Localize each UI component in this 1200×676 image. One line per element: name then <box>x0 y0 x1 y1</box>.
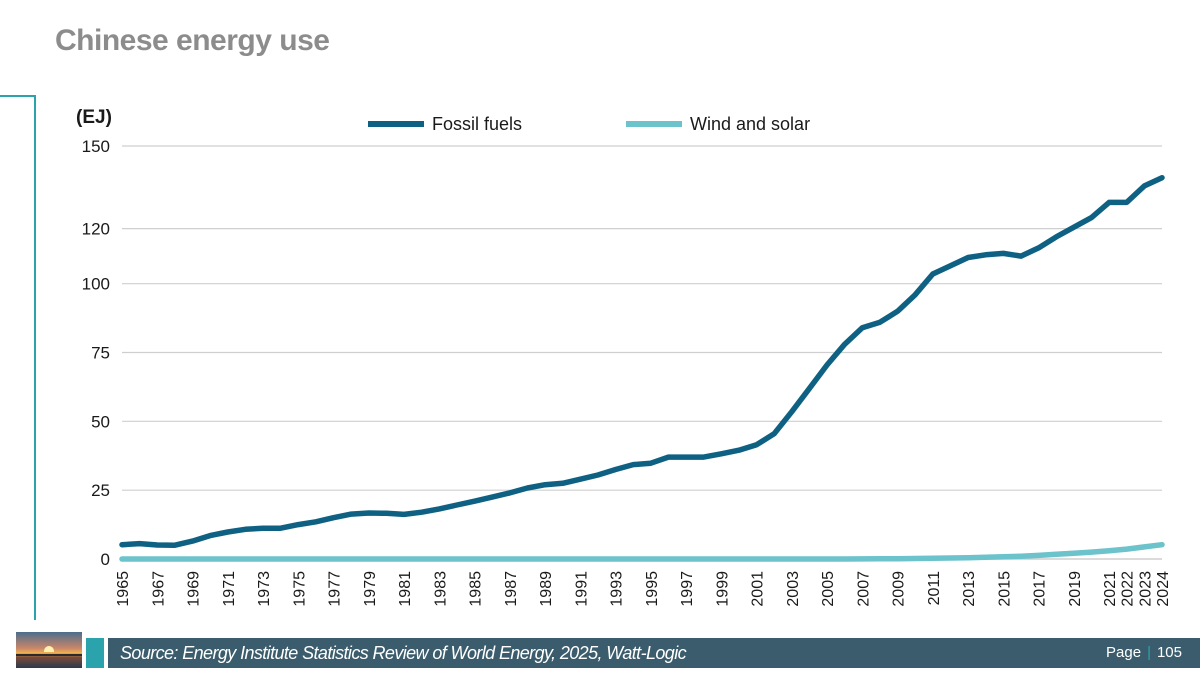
y-tick-label: 100 <box>82 275 110 294</box>
y-axis-unit-label: (EJ) <box>76 107 112 128</box>
x-tick-label: 1981 <box>397 571 414 607</box>
line-chart: 0 25 50 75 100 120 150 (EJ) 1965 1967 1969 1971 1973… <box>76 107 1172 607</box>
x-tick-label: 1993 <box>609 571 626 607</box>
x-tick-label: 1997 <box>679 571 696 607</box>
series-line-fossil-fuels <box>119 174 1165 548</box>
x-tick-label: 2015 <box>996 571 1013 607</box>
left-accent-bracket <box>0 95 36 620</box>
page-indicator: Page | 105 <box>1106 644 1182 661</box>
x-tick-label: 2022 <box>1120 571 1137 607</box>
x-tick-label: 2023 <box>1137 571 1154 607</box>
series-line-wind-and-solar <box>119 541 1165 562</box>
source-citation: Source: Energy Institute Statistics Revi… <box>120 643 687 663</box>
x-tick-label: 2011 <box>926 571 943 606</box>
page-label: Page <box>1106 644 1142 661</box>
page-separator: | <box>1147 644 1151 661</box>
x-tick-label: 1987 <box>503 571 520 607</box>
x-tick-label: 1975 <box>291 571 308 607</box>
x-tick-label: 1973 <box>256 571 273 607</box>
x-tick-label: 1995 <box>644 571 661 607</box>
sun-graphic <box>44 646 54 652</box>
x-tick-label: 1983 <box>432 571 449 607</box>
y-tick-label: 25 <box>91 481 110 500</box>
x-tick-label: 1971 <box>221 571 238 607</box>
x-tick-label: 2024 <box>1155 571 1172 607</box>
x-tick-label: 2009 <box>891 571 908 607</box>
footer-accent-block <box>86 638 104 668</box>
page-number: 105 <box>1156 644 1182 661</box>
y-tick-label: 50 <box>91 412 110 431</box>
footer-sunset-thumbnail <box>16 632 82 668</box>
y-tick-label: 120 <box>82 220 110 239</box>
footer-bar: Source: Energy Institute Statistics Revi… <box>108 638 1200 668</box>
legend-label-wind-and-solar: Wind and solar <box>690 114 810 134</box>
x-tick-label: 1977 <box>327 571 344 607</box>
x-tick-label: 2007 <box>855 571 872 607</box>
y-tick-label: 150 <box>82 137 110 156</box>
y-tick-label: 75 <box>91 344 110 363</box>
x-tick-label: 1999 <box>714 571 731 607</box>
y-tick-label: 0 <box>101 550 110 569</box>
x-tick-label: 2017 <box>1032 571 1049 607</box>
x-tick-label: 2013 <box>961 571 978 607</box>
x-tick-label: 1979 <box>362 571 379 607</box>
x-tick-label: 2005 <box>820 571 837 607</box>
legend-label-fossil-fuels: Fossil fuels <box>432 114 522 134</box>
slide-title: Chinese energy use <box>55 24 330 57</box>
x-tick-label: 2003 <box>785 571 802 607</box>
x-tick-label: 2019 <box>1067 571 1084 607</box>
x-tick-label: 1969 <box>186 571 203 607</box>
x-tick-label: 1985 <box>468 571 485 607</box>
x-tick-label: 2021 <box>1102 571 1119 607</box>
x-tick-label: 2001 <box>750 571 767 607</box>
x-tick-label: 1965 <box>115 571 132 607</box>
x-tick-label: 1991 <box>573 571 590 607</box>
x-tick-label: 1989 <box>538 571 555 607</box>
x-tick-label: 1967 <box>150 571 167 607</box>
pier-graphic <box>16 654 82 656</box>
